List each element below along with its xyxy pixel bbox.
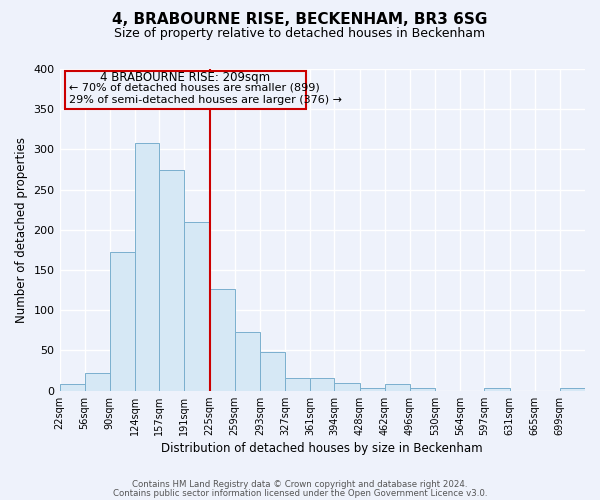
Text: Contains HM Land Registry data © Crown copyright and database right 2024.: Contains HM Land Registry data © Crown c… [132,480,468,489]
Bar [235,332,260,390]
Text: 4, BRABOURNE RISE, BECKENHAM, BR3 6SG: 4, BRABOURNE RISE, BECKENHAM, BR3 6SG [112,12,488,28]
Text: Size of property relative to detached houses in Beckenham: Size of property relative to detached ho… [115,28,485,40]
Bar [184,222,209,390]
Y-axis label: Number of detached properties: Number of detached properties [15,137,28,323]
Bar [260,352,285,391]
Bar [160,170,184,390]
X-axis label: Distribution of detached houses by size in Beckenham: Distribution of detached houses by size … [161,442,483,455]
Bar [484,388,509,390]
Text: 4 BRABOURNE RISE: 209sqm: 4 BRABOURNE RISE: 209sqm [100,72,271,85]
Bar [110,252,135,390]
Bar [334,382,359,390]
Text: 29% of semi-detached houses are larger (376) →: 29% of semi-detached houses are larger (… [69,94,342,104]
Bar [310,378,334,390]
Bar [410,388,435,390]
Bar [59,384,85,390]
Bar [385,384,410,390]
Bar [359,388,385,390]
Bar [85,373,110,390]
Text: ← 70% of detached houses are smaller (899): ← 70% of detached houses are smaller (89… [69,82,320,92]
Bar [209,290,235,390]
FancyBboxPatch shape [65,70,305,109]
Bar [560,388,585,390]
Text: Contains public sector information licensed under the Open Government Licence v3: Contains public sector information licen… [113,488,487,498]
Bar [285,378,310,390]
Bar [135,143,160,390]
